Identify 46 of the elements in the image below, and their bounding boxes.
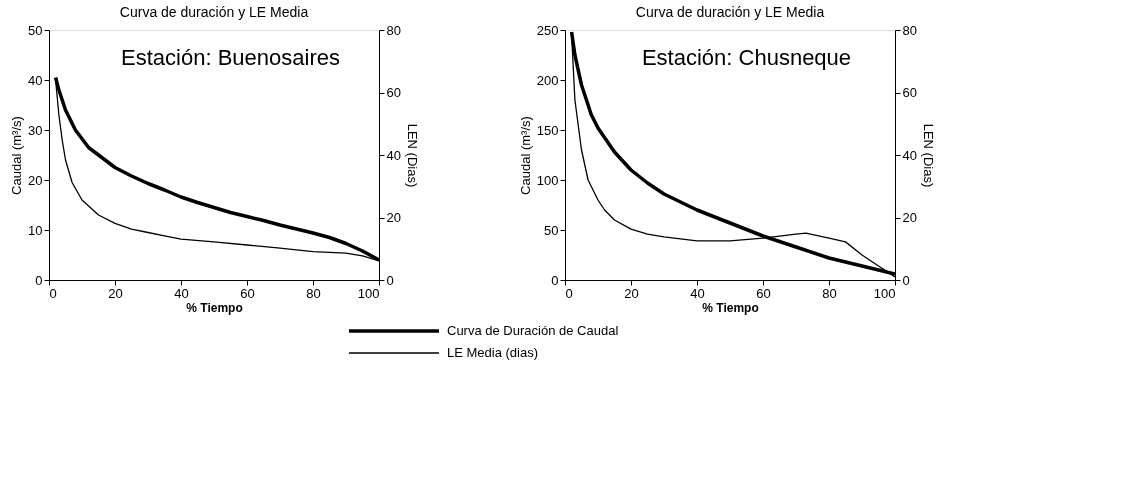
y-tick-label: 10	[28, 222, 43, 238]
y-tick-label: 200	[536, 72, 559, 88]
x-tick-label: 60	[240, 285, 255, 301]
annotation: Estación: Chusneque	[641, 45, 852, 70]
y-axis-title: Caudal (m³/s)	[517, 116, 533, 195]
y-axis-title: Caudal (m³/s)	[9, 116, 25, 195]
x-tick-label: 80	[822, 285, 837, 301]
annotation: Estación: Buenosaires	[121, 45, 340, 70]
y-tick-label: 50	[28, 22, 43, 38]
x-tick-label: 100	[357, 285, 380, 301]
x-tick-label: 0	[49, 285, 57, 301]
y2-tick-label: 20	[902, 210, 917, 225]
chart-title: Curva de duración y LE Media	[119, 4, 309, 20]
y-tick-label: 250	[536, 22, 559, 38]
x-axis-title: % Tiempo	[186, 300, 243, 315]
y-tick-label: 0	[35, 272, 43, 288]
y2-tick-label: 40	[386, 147, 401, 163]
y2-tick-label: 40	[902, 147, 917, 163]
y2-tick-label: 60	[902, 85, 917, 100]
y2-tick-label: 80	[902, 22, 917, 38]
x-tick-label: 100	[873, 285, 896, 301]
y-tick-label: 40	[28, 72, 43, 88]
y-tick-label: 150	[536, 122, 559, 138]
text: Curva de Duración de Caudal	[447, 323, 619, 338]
y2-tick-label: 0	[902, 272, 910, 288]
x-tick-label: 0	[565, 285, 573, 301]
chart-title: Curva de duración y LE Media	[635, 4, 825, 20]
y-tick-label: 50	[544, 222, 559, 238]
y2-tick-label: 60	[386, 85, 401, 100]
y2-tick-label: 80	[386, 22, 401, 38]
y2-axis-title: LEN (Dias)	[920, 123, 936, 188]
y-tick-label: 100	[536, 172, 559, 188]
text: LE Media (dias)	[447, 345, 539, 360]
y2-tick-label: 20	[386, 210, 401, 225]
x-tick-label: 40	[174, 285, 189, 301]
y2-axis-title: LEN (Dias)	[404, 123, 420, 188]
x-tick-label: 20	[624, 285, 639, 301]
x-tick-label: 80	[306, 285, 321, 301]
y2-tick-label: 0	[386, 272, 394, 288]
x-tick-label: 20	[108, 285, 123, 301]
x-tick-label: 40	[690, 285, 705, 301]
y-tick-label: 0	[551, 272, 559, 288]
y-tick-label: 30	[28, 122, 43, 138]
x-axis-title: % Tiempo	[702, 300, 759, 315]
x-tick-label: 60	[756, 285, 771, 301]
y-tick-label: 20	[28, 172, 43, 188]
